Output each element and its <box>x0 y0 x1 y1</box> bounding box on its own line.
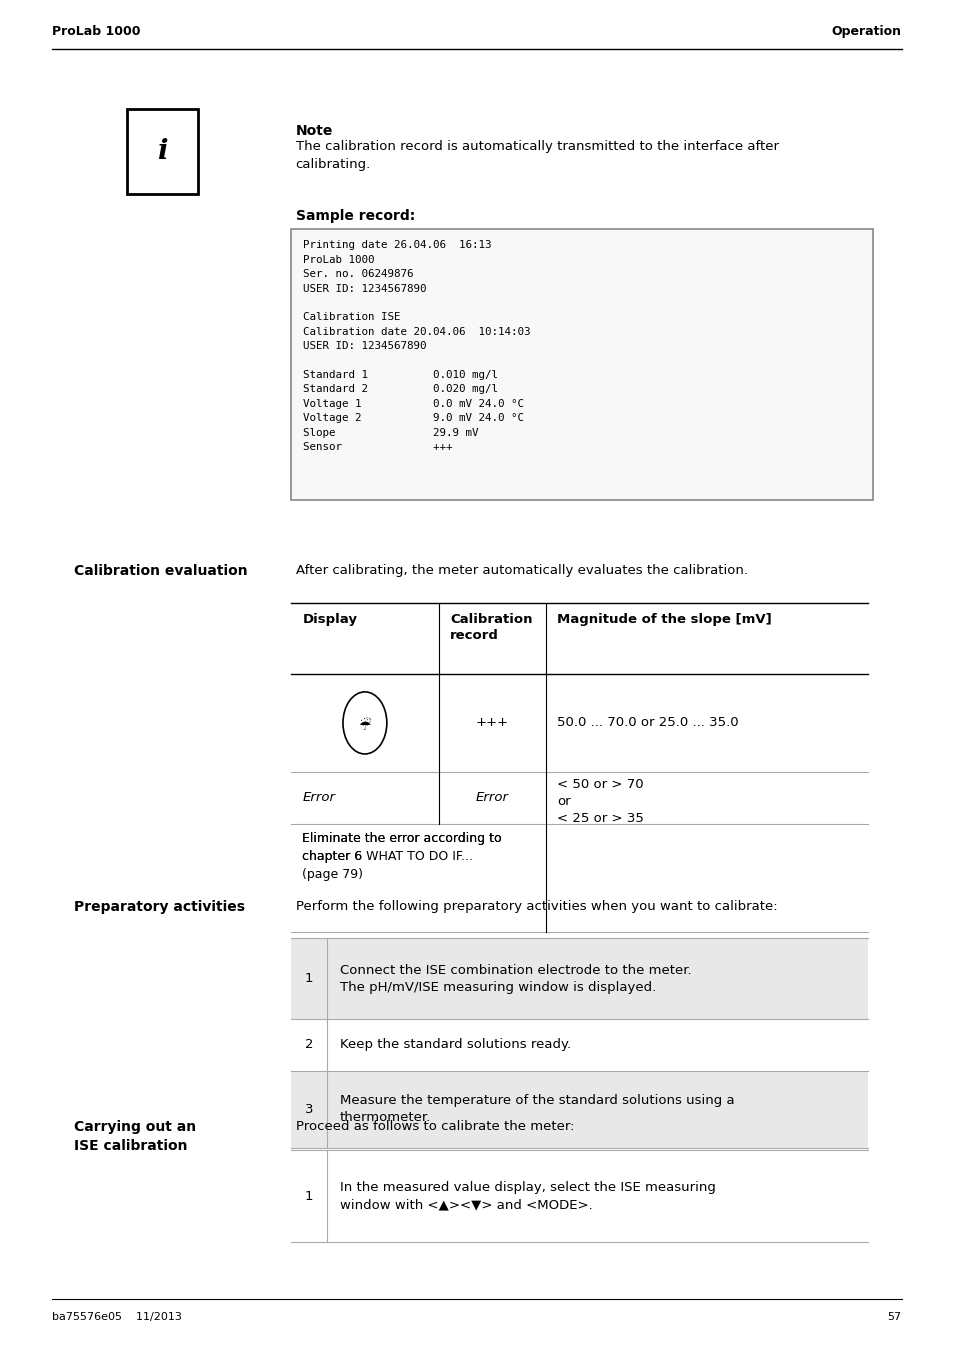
Text: Eliminate the error according to
chapter 6: Eliminate the error according to chapter… <box>302 832 501 863</box>
Text: 50.0 ... 70.0 or 25.0 ... 35.0: 50.0 ... 70.0 or 25.0 ... 35.0 <box>557 717 738 729</box>
Text: Eliminate the error according to
chapter 6 WHAT TO DO IF...
(page 79): Eliminate the error according to chapter… <box>302 832 501 880</box>
Text: 1: 1 <box>305 972 313 986</box>
Bar <box>291 1019 867 1071</box>
Text: Preparatory activities: Preparatory activities <box>74 900 245 914</box>
Text: In the measured value display, select the ISE measuring
window with <▲><▼> and <: In the measured value display, select th… <box>339 1181 715 1211</box>
Text: 1: 1 <box>305 1189 313 1203</box>
Text: Perform the following preparatory activities when you want to calibrate:: Perform the following preparatory activi… <box>295 900 777 914</box>
Text: Measure the temperature of the standard solutions using a
thermometer.: Measure the temperature of the standard … <box>339 1094 734 1125</box>
Text: Calibration
record: Calibration record <box>450 613 532 641</box>
Text: Display: Display <box>302 613 357 626</box>
Text: +++: +++ <box>476 717 508 729</box>
Text: ba75576e05    11/2013: ba75576e05 11/2013 <box>52 1312 182 1322</box>
Bar <box>127 109 198 194</box>
Text: 2: 2 <box>305 1038 313 1052</box>
Bar <box>291 230 872 500</box>
Text: Error: Error <box>302 791 335 805</box>
Text: 57: 57 <box>886 1312 901 1322</box>
Text: Connect the ISE combination electrode to the meter.
The pH/mV/ISE measuring wind: Connect the ISE combination electrode to… <box>339 964 691 994</box>
Text: < 50 or > 70
or
< 25 or > 35: < 50 or > 70 or < 25 or > 35 <box>557 778 643 825</box>
Text: Sample record:: Sample record: <box>295 209 415 223</box>
Text: Error: Error <box>476 791 508 805</box>
Text: Printing date 26.04.06  16:13
ProLab 1000
Ser. no. 06249876
USER ID: 1234567890
: Printing date 26.04.06 16:13 ProLab 1000… <box>303 240 530 452</box>
Text: Keep the standard solutions ready.: Keep the standard solutions ready. <box>339 1038 570 1052</box>
Text: Proceed as follows to calibrate the meter:: Proceed as follows to calibrate the mete… <box>295 1120 574 1134</box>
Text: Magnitude of the slope [mV]: Magnitude of the slope [mV] <box>557 613 771 626</box>
Bar <box>291 1071 867 1147</box>
Bar <box>291 938 867 1019</box>
Text: 3: 3 <box>305 1103 313 1115</box>
Text: Calibration evaluation: Calibration evaluation <box>74 564 248 578</box>
Text: The calibration record is automatically transmitted to the interface after
calib: The calibration record is automatically … <box>295 140 778 171</box>
Text: i: i <box>157 139 168 166</box>
Text: ☔: ☔ <box>358 718 371 733</box>
Text: Operation: Operation <box>831 24 901 38</box>
Bar <box>291 1150 867 1242</box>
Text: After calibrating, the meter automatically evaluates the calibration.: After calibrating, the meter automatical… <box>295 564 747 578</box>
Text: Carrying out an
ISE calibration: Carrying out an ISE calibration <box>74 1120 196 1153</box>
Text: Note: Note <box>295 124 333 138</box>
Text: ProLab 1000: ProLab 1000 <box>52 24 141 38</box>
